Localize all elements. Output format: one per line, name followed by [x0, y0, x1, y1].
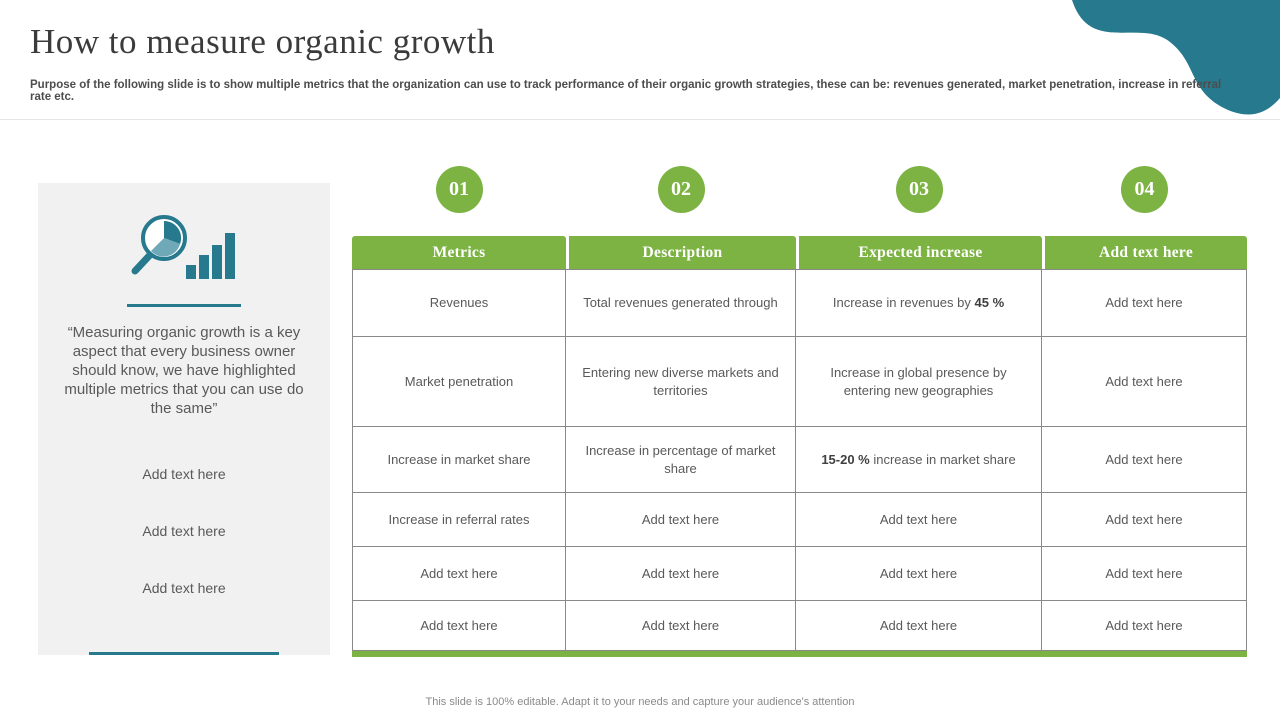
- sidebar-bottom-line: [89, 652, 279, 655]
- magnifier-pie-bar-chart-icon: [124, 211, 244, 298]
- table-cell[interactable]: Add text here: [1042, 427, 1247, 493]
- header-divider: [0, 119, 1280, 120]
- table-row: Revenues Total revenues generated throug…: [352, 269, 1247, 337]
- step-badge-2: 02: [657, 166, 705, 213]
- step-badge-1: 01: [435, 166, 483, 213]
- table-header-row: Metrics Description Expected increase Ad…: [352, 236, 1247, 269]
- table-cell: Revenues: [352, 269, 566, 337]
- corner-blob-shape: [1072, 0, 1280, 115]
- table-cell: Increase in referral rates: [352, 493, 566, 547]
- table-cell: Increase in revenues by 45 %: [796, 269, 1042, 337]
- step-cell-4: 04: [1042, 166, 1247, 213]
- step-cell-2: 02: [566, 166, 796, 213]
- table-cell: Increase in market share: [352, 427, 566, 493]
- column-header-description: Description: [566, 236, 796, 269]
- sidebar-placeholder-text-3[interactable]: Add text here: [142, 580, 226, 597]
- step-cell-1: 01: [352, 166, 566, 213]
- table-cell[interactable]: Add text here: [796, 493, 1042, 547]
- step-badge-3: 03: [895, 166, 943, 213]
- step-badge-4: 04: [1121, 166, 1168, 213]
- table-row: Add text here Add text here Add text her…: [352, 547, 1247, 601]
- table-cell[interactable]: Add text here: [1042, 601, 1247, 651]
- table-row: Add text here Add text here Add text her…: [352, 601, 1247, 651]
- column-header-metrics: Metrics: [352, 236, 566, 269]
- page-title: How to measure organic growth: [30, 22, 495, 61]
- table-cell: Total revenues generated through: [566, 269, 796, 337]
- step-numbers-row: 01 02 03 04: [352, 166, 1247, 213]
- table-cell[interactable]: Add text here: [796, 547, 1042, 601]
- table-cell[interactable]: Add text here: [1042, 337, 1247, 427]
- metrics-table: Metrics Description Expected increase Ad…: [352, 236, 1247, 657]
- footer-note: This slide is 100% editable. Adapt it to…: [425, 696, 855, 708]
- column-header-expected-increase: Expected increase: [796, 236, 1042, 269]
- table-cell: 15-20 % increase in market share: [796, 427, 1042, 493]
- table-row: Increase in market share Increase in per…: [352, 427, 1247, 493]
- table-cell[interactable]: Add text here: [1042, 269, 1247, 337]
- table-cell[interactable]: Add text here: [1042, 493, 1247, 547]
- sidebar-placeholder-text-2[interactable]: Add text here: [142, 523, 226, 540]
- table-cell[interactable]: Add text here: [796, 601, 1042, 651]
- table-cell: Increase in global presence by entering …: [796, 337, 1042, 427]
- table-cell: Increase in percentage of market share: [566, 427, 796, 493]
- table-bottom-accent: [352, 651, 1247, 657]
- table-cell[interactable]: Add text here: [566, 547, 796, 601]
- table-cell[interactable]: Add text here: [566, 601, 796, 651]
- table-cell: Market penetration: [352, 337, 566, 427]
- step-cell-3: 03: [796, 166, 1042, 213]
- sidebar-placeholder-text-1[interactable]: Add text here: [142, 466, 226, 483]
- slide-subtitle: Purpose of the following slide is to sho…: [30, 79, 1222, 103]
- table-cell[interactable]: Add text here: [352, 601, 566, 651]
- table-cell[interactable]: Add text here: [566, 493, 796, 547]
- table-cell: Entering new diverse markets and territo…: [566, 337, 796, 427]
- quote-text: “Measuring organic growth is a key aspec…: [64, 324, 304, 418]
- table-row: Increase in referral rates Add text here…: [352, 493, 1247, 547]
- sidebar-panel: “Measuring organic growth is a key aspec…: [38, 183, 330, 655]
- icon-underline: [127, 304, 241, 307]
- table-cell[interactable]: Add text here: [352, 547, 566, 601]
- table-cell[interactable]: Add text here: [1042, 547, 1247, 601]
- column-header-add-text[interactable]: Add text here: [1042, 236, 1247, 269]
- table-row: Market penetration Entering new diverse …: [352, 337, 1247, 427]
